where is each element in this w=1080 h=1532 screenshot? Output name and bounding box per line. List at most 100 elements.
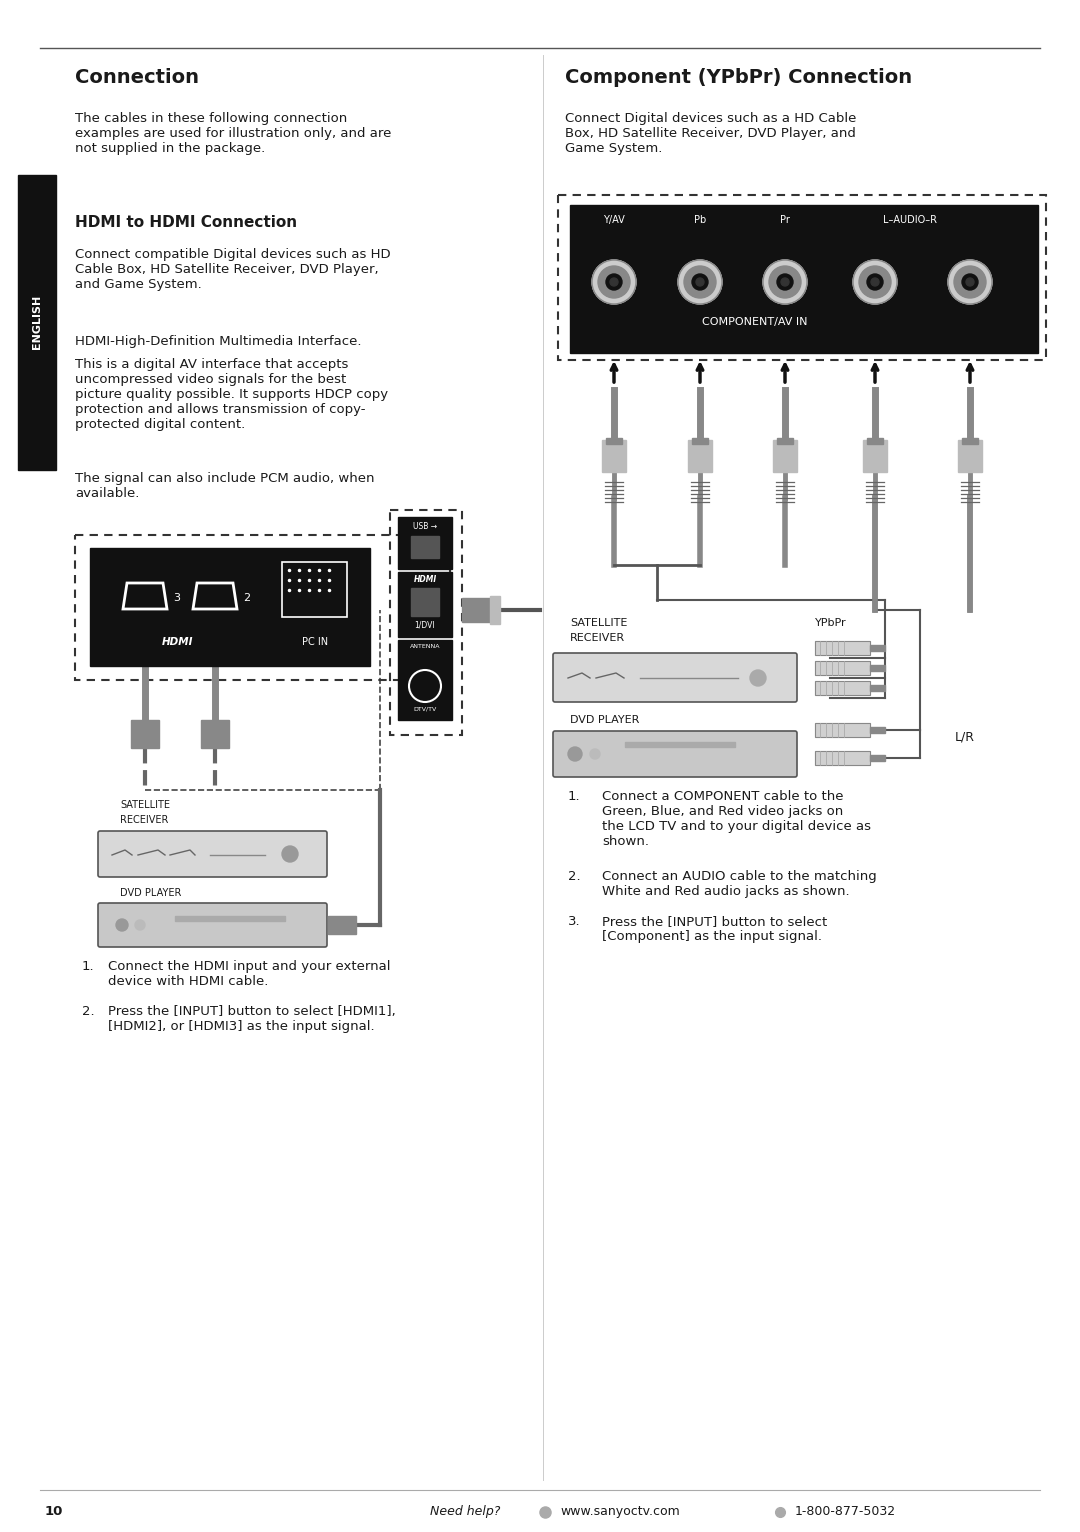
Bar <box>815 660 870 676</box>
Circle shape <box>853 260 897 303</box>
Circle shape <box>606 274 622 290</box>
Text: RECEIVER: RECEIVER <box>570 633 625 643</box>
Text: 1/DVI: 1/DVI <box>415 620 435 630</box>
Text: 1.: 1. <box>568 791 581 803</box>
Text: 1-800-877-5032: 1-800-877-5032 <box>795 1504 896 1518</box>
Text: L/R: L/R <box>955 731 975 743</box>
Bar <box>815 682 870 696</box>
Text: 1.: 1. <box>82 961 95 973</box>
Text: HDMI: HDMI <box>162 637 193 647</box>
Text: Pb: Pb <box>693 214 706 225</box>
Bar <box>328 916 356 935</box>
FancyBboxPatch shape <box>98 830 327 876</box>
Text: Press the [INPUT] button to select [HDMI1],
[HDMI2], or [HDMI3] as the input sig: Press the [INPUT] button to select [HDMI… <box>108 1005 395 1033</box>
Bar <box>958 440 982 472</box>
Bar <box>692 438 708 444</box>
Bar <box>688 440 712 472</box>
Text: 2.: 2. <box>82 1005 95 1017</box>
Text: Connect an AUDIO cable to the matching
White and Red audio jacks as shown.: Connect an AUDIO cable to the matching W… <box>602 870 877 898</box>
Bar <box>462 597 490 622</box>
Text: Connect a COMPONENT cable to the
Green, Blue, and Red video jacks on
the LCD TV : Connect a COMPONENT cable to the Green, … <box>602 791 870 849</box>
Bar <box>815 723 870 737</box>
Circle shape <box>870 277 879 286</box>
Text: The cables in these following connection
examples are used for illustration only: The cables in these following connection… <box>75 112 391 155</box>
Circle shape <box>684 267 716 299</box>
Text: 2: 2 <box>243 593 251 604</box>
Text: The signal can also include PCM audio, when
available.: The signal can also include PCM audio, w… <box>75 472 375 499</box>
Text: HDMI: HDMI <box>414 574 436 584</box>
Text: SATELLITE: SATELLITE <box>570 617 627 628</box>
Circle shape <box>592 260 636 303</box>
Bar <box>282 562 347 617</box>
Circle shape <box>568 748 582 761</box>
Text: DTV/TV: DTV/TV <box>414 706 436 711</box>
Text: L–AUDIO–R: L–AUDIO–R <box>883 214 937 225</box>
Text: Connect the HDMI input and your external
device with HDMI cable.: Connect the HDMI input and your external… <box>108 961 391 988</box>
Text: 10: 10 <box>45 1504 64 1518</box>
Text: YPbPr: YPbPr <box>815 617 847 628</box>
Bar <box>18 175 56 470</box>
Text: Pr: Pr <box>780 214 789 225</box>
Circle shape <box>590 749 600 758</box>
Bar <box>602 440 626 472</box>
Text: This is a digital AV interface that accepts
uncompressed video signals for the b: This is a digital AV interface that acce… <box>75 358 388 430</box>
Bar <box>867 438 883 444</box>
Circle shape <box>610 277 618 286</box>
Bar <box>175 916 285 921</box>
Text: ENGLISH: ENGLISH <box>32 294 42 349</box>
Bar <box>390 510 462 735</box>
Text: COMPONENT/AV IN: COMPONENT/AV IN <box>702 317 808 326</box>
Bar <box>90 548 370 666</box>
Bar <box>815 751 870 764</box>
Text: Connect compatible Digital devices such as HD
Cable Box, HD Satellite Receiver, : Connect compatible Digital devices such … <box>75 248 391 291</box>
Text: Press the [INPUT] button to select
[Component] as the input signal.: Press the [INPUT] button to select [Comp… <box>602 915 827 944</box>
Bar <box>815 640 870 656</box>
Bar <box>870 685 885 691</box>
Text: Y/AV: Y/AV <box>603 214 625 225</box>
Circle shape <box>696 277 704 286</box>
Circle shape <box>750 669 766 686</box>
Text: Connect Digital devices such as a HD Cable
Box, HD Satellite Receiver, DVD Playe: Connect Digital devices such as a HD Cab… <box>565 112 856 155</box>
Bar <box>773 440 797 472</box>
Bar <box>399 516 453 568</box>
Circle shape <box>598 267 630 299</box>
Bar <box>490 596 500 624</box>
Bar <box>870 645 885 651</box>
Text: Connection: Connection <box>75 67 199 87</box>
Bar <box>411 588 438 616</box>
Bar <box>815 723 870 737</box>
Bar <box>815 682 870 696</box>
Bar <box>962 438 978 444</box>
Circle shape <box>867 274 883 290</box>
Text: 2.: 2. <box>568 870 581 882</box>
Text: PC IN: PC IN <box>302 637 328 647</box>
Circle shape <box>282 846 298 863</box>
Text: 3.: 3. <box>568 915 581 928</box>
Text: DVD PLAYER: DVD PLAYER <box>120 889 181 898</box>
FancyBboxPatch shape <box>98 902 327 947</box>
Bar <box>411 536 438 558</box>
FancyBboxPatch shape <box>553 653 797 702</box>
Bar <box>399 640 453 720</box>
Bar <box>777 438 793 444</box>
Circle shape <box>962 274 978 290</box>
Text: www.sanyoctv.com: www.sanyoctv.com <box>561 1504 679 1518</box>
Bar <box>870 728 885 732</box>
Bar <box>870 755 885 761</box>
Circle shape <box>135 921 145 930</box>
Circle shape <box>859 267 891 299</box>
Text: SATELLITE: SATELLITE <box>120 800 170 810</box>
Text: Component (YPbPr) Connection: Component (YPbPr) Connection <box>565 67 913 87</box>
Bar <box>870 665 885 671</box>
Circle shape <box>954 267 986 299</box>
Circle shape <box>762 260 807 303</box>
Bar <box>570 205 1038 352</box>
Circle shape <box>116 919 129 931</box>
Bar <box>201 720 229 748</box>
Bar <box>75 535 450 680</box>
Text: USB →: USB → <box>413 522 437 532</box>
Circle shape <box>769 267 801 299</box>
Text: RECEIVER: RECEIVER <box>120 815 168 826</box>
Bar <box>815 660 870 676</box>
Text: HDMI to HDMI Connection: HDMI to HDMI Connection <box>75 214 297 230</box>
